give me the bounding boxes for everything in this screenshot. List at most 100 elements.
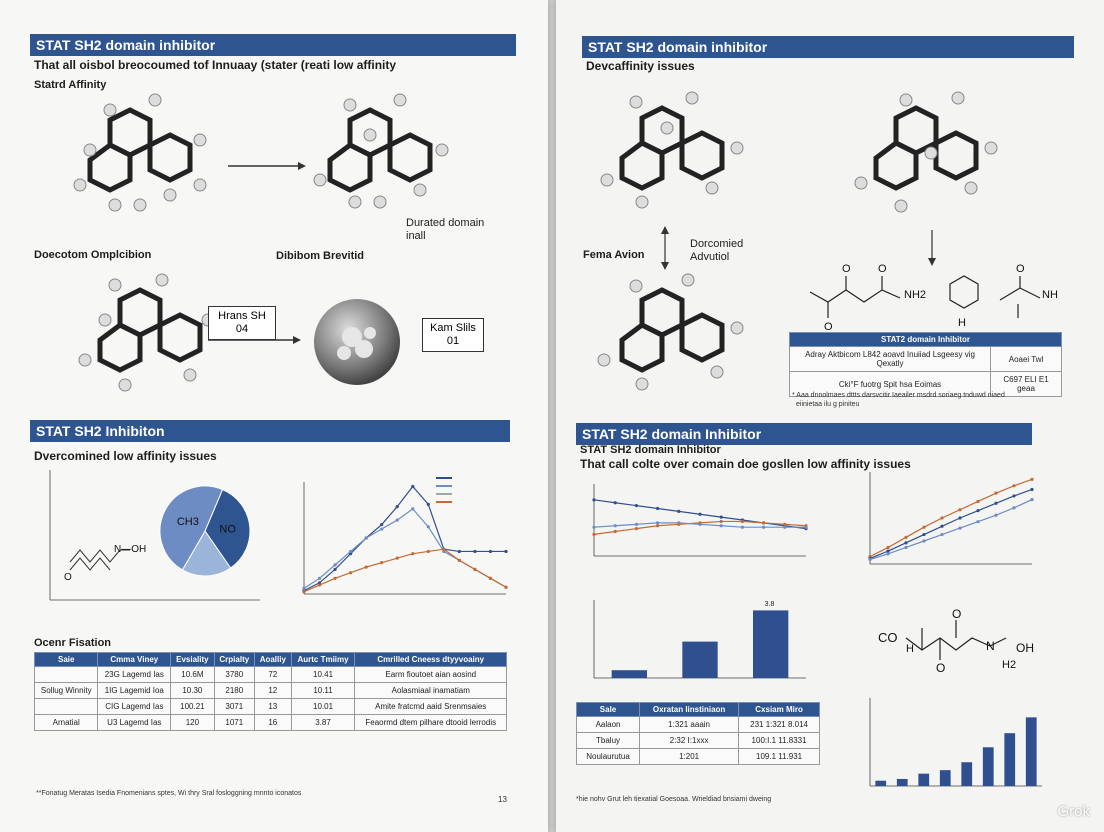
page-number: 13 [498,795,507,804]
hrans-box-line2: 04 [235,323,249,335]
data-point [333,567,337,571]
line-chart-right-2 [868,472,1034,565]
bar [875,780,887,786]
table-cell: 1071 [213,714,256,731]
data-point [395,556,399,560]
chem-h: H [958,317,966,329]
table-cell: Noulaurutua [575,748,641,765]
right-section-title: STAT SH2 domain inhibitor [582,36,1074,58]
table-row: Arnatial U3 Lagemd Ias 120 1071 16 3.87 Feaorm… [33,714,507,731]
data-point [395,505,399,509]
data-point [783,525,787,529]
table-row: 23G Lagemd Ias 10.6M 3780 72 10.41 Earm fiout… [33,666,507,683]
data-point [473,549,477,554]
right-table-header-0: Sale [575,702,641,717]
table-cell: Amite fratcmd aaid Srenmsaies [354,698,507,715]
table-cell: 1:321 aaain [639,716,740,733]
series-line [869,499,1033,560]
data-point [302,586,306,590]
right-table-header-row: Sale Oxratan Iinstiniaon Cxsiam Miro [575,702,820,717]
data-point [613,501,617,505]
table-cell: 10.01 [290,698,356,715]
data-point [740,519,744,524]
data-point [719,524,723,528]
bar-chart-right-2 [869,698,1042,787]
kam-box-line2: 01 [446,335,460,347]
pie-chart: NO CH3 [159,485,251,577]
data-point [411,484,415,489]
bar [939,770,951,786]
table-cell: Aalaon [575,716,641,733]
series-line [303,485,506,592]
right-section2-subtitle-1: STAT SH2 domain Inhibitor [580,444,721,456]
chem-o-top: O [952,607,961,621]
pie-label: NO [219,524,236,536]
data-point [698,512,702,516]
bar [1004,733,1016,786]
kam-box: Kam Slils 01 [422,318,484,352]
right-data-table: Sale Oxratan Iinstiniaon Cxsiam Miro Aalao… [575,702,820,765]
bar [682,641,718,678]
table-cell: Feaormd dtem pilhare dtooid lerrodis [354,714,507,731]
data-point [886,545,890,550]
bar-chart-right-1: 3.8 [593,600,806,679]
data-point [411,552,415,556]
table-cell: Sollug Winnity [33,682,99,699]
bar [1025,717,1037,786]
table-row: Tbaluy 2:32 I:1xxx 100:I.1 11.8331 [575,732,820,749]
advutiol-label: Advutiol [690,251,730,263]
hrans-box: Hrans SH 04 [208,306,276,340]
table-row: Aalaon 1:321 aaain 231 1:321 8.014 [575,716,820,733]
molecule-1 [73,93,207,212]
data-point [1030,477,1034,481]
table-cell: 13 [254,698,292,715]
data-point [677,509,681,513]
right-section-subtitle: Devcaffinity issues [586,59,695,73]
chem-h2: H2 [1002,659,1016,671]
series-line [303,548,507,593]
data-point [940,524,944,528]
data-point [656,506,660,511]
watermark-logo: Grok [1057,803,1090,820]
table-cell: 10.30 [170,682,215,699]
inner-table: STAT2 domain Inhibitor Adray Aktbicom L8… [788,332,1062,397]
bar [961,762,973,786]
line-chart-right-1 [592,484,808,557]
table-cell: 2:32 I:1xxx [639,732,740,749]
inner-table-title: STAT2 domain Inhibitor [789,332,1062,347]
middle-caption: Dibibom Brevitid [276,250,365,262]
data-point [634,527,638,531]
data-point [922,532,926,537]
table-header-row: Saie Cmma Viney Evsiality Crpialty Aoalliy Au… [33,652,507,667]
bar [896,778,908,786]
table-row: Sollug Winnity 1IG Lagemid Ioa 10.30 2180 12… [33,682,507,699]
table-footnote: **Fonatug Meratas Isedia Fnomenians spte… [36,790,302,797]
table-cell: 3780 [213,666,256,683]
chem-n: N [986,639,995,653]
data-point [940,516,944,520]
table-row: Noulaurutua 1:201 109.1 11.931 [575,748,820,765]
table-cell: Aolasmiaal inamatiam [354,682,507,699]
data-point [592,532,596,536]
bar [753,610,789,678]
chemical-structure-2: O CO H N OH H2 O [878,607,1034,675]
data-point [426,502,430,506]
data-point [958,516,962,520]
hrans-box-line1: Hrans SH [218,310,266,322]
data-point [613,524,617,528]
data-point [719,515,723,519]
pie-slice [159,485,224,571]
data-point [613,529,617,534]
table-cell: Adray Aktbicom L842 aoavd Inuiiad Lsgees… [788,346,992,372]
data-point [426,549,430,554]
data-point [1012,494,1016,498]
table-caption: Ocenr Fisation [34,637,112,649]
data-point [442,547,446,551]
data-point [634,504,638,508]
table-cell: 231 1:321 8.014 [738,716,820,733]
data-point [976,499,980,504]
table-cell: 23G Lagemd Ias [97,666,172,683]
chem-oh: OH [1016,641,1034,655]
data-point [592,525,596,529]
data-point [592,498,596,502]
